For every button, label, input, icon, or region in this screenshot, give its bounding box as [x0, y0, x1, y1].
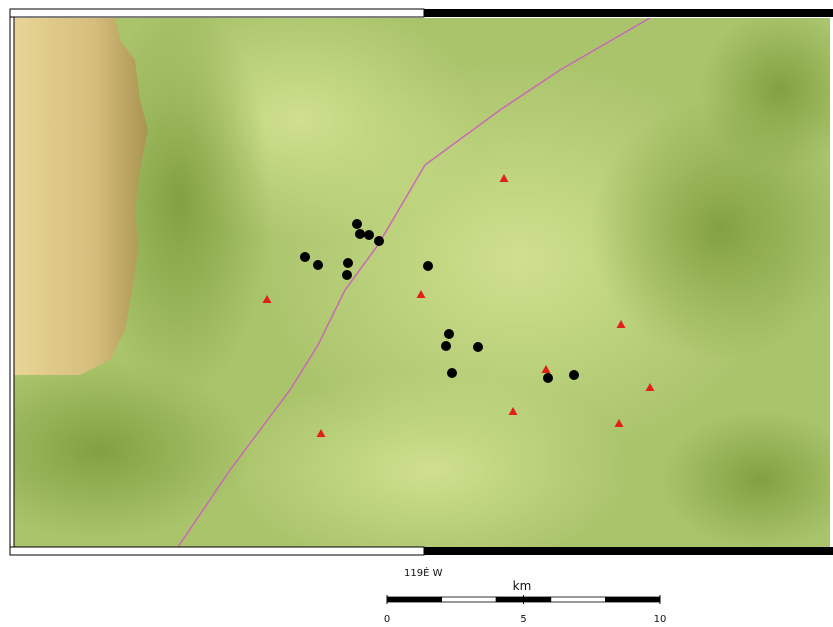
coordinate-label: 119É W [404, 566, 443, 579]
site-circle [374, 236, 384, 246]
site-circle [447, 368, 457, 378]
scale-tick-label: 0 [384, 614, 390, 625]
site-circle [342, 270, 352, 280]
site-circle [352, 219, 362, 229]
site-circle [441, 341, 451, 351]
site-circle [355, 229, 365, 239]
scale-tick-label: 5 [520, 614, 526, 625]
map-view: 119É W km 0 5 10 [0, 0, 833, 627]
scale-segment [387, 597, 442, 602]
site-circle [473, 342, 483, 352]
scale-segment [551, 597, 606, 602]
scale-segment [605, 597, 660, 602]
scale-unit: km [513, 579, 532, 593]
site-circle [569, 370, 579, 380]
site-circle [300, 252, 310, 262]
terrain [0, 0, 833, 570]
site-circle [444, 329, 454, 339]
site-circle [343, 258, 353, 268]
site-circle [423, 261, 433, 271]
scale-segment [442, 597, 497, 602]
site-circle [313, 260, 323, 270]
scale-tick-label: 10 [654, 614, 667, 625]
site-circle [364, 230, 374, 240]
site-circle [543, 373, 553, 383]
